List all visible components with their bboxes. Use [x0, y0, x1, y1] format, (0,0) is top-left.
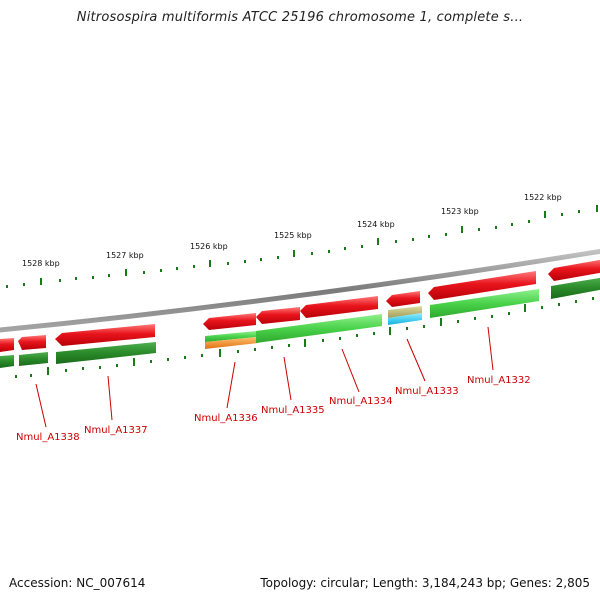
outer-ruler-major-ticks — [40, 205, 598, 285]
inner-ruler-dots — [15, 297, 594, 378]
inner-ruler — [15, 297, 594, 378]
gene-label[interactable]: Nmul_A1333 — [395, 386, 459, 397]
gene-feature[interactable] — [551, 277, 600, 299]
reverse-strand-track — [0, 277, 600, 368]
gene-label-group[interactable]: Nmul_A1336 — [194, 361, 258, 424]
gene-label-group[interactable]: Nmul_A1332 — [467, 326, 531, 386]
gene-feature[interactable] — [548, 259, 600, 281]
gene-label[interactable]: Nmul_A1338 — [16, 432, 80, 443]
leader-line — [283, 356, 292, 401]
ruler-label: 1528 kbp — [22, 259, 60, 268]
ruler-label: 1523 kbp — [441, 207, 479, 216]
outer-ruler — [6, 205, 598, 288]
gene-label-group[interactable]: Nmul_A1335 — [261, 356, 325, 416]
gene-feature[interactable] — [256, 314, 382, 343]
leader-line — [341, 348, 360, 393]
gene-feature[interactable] — [0, 355, 14, 368]
gene-feature[interactable] — [430, 289, 539, 318]
gene-label-group[interactable]: Nmul_A1334 — [329, 348, 393, 407]
gene-feature[interactable] — [428, 271, 536, 300]
forward-strand-track — [0, 259, 600, 352]
gene-feature[interactable] — [56, 342, 156, 364]
gene-label[interactable]: Nmul_A1334 — [329, 396, 393, 407]
gene-feature[interactable] — [300, 296, 378, 318]
gene-feature[interactable] — [18, 335, 46, 350]
gene-feature[interactable] — [0, 338, 14, 352]
gene-label-group[interactable]: Nmul_A1337 — [84, 375, 148, 436]
topology-text: Topology: circular; Length: 3,184,243 bp… — [260, 576, 590, 590]
gene-label[interactable]: Nmul_A1332 — [467, 375, 531, 386]
gene-label[interactable]: Nmul_A1337 — [84, 425, 148, 436]
ruler-label: 1527 kbp — [106, 251, 144, 260]
gene-labels: Nmul_A1338 Nmul_A1337 Nmul_A1336 Nmul_A1… — [16, 326, 531, 443]
gene-feature[interactable] — [203, 313, 256, 330]
gene-feature[interactable] — [388, 306, 422, 318]
gene-label[interactable]: Nmul_A1336 — [194, 413, 258, 424]
gene-label-group[interactable]: Nmul_A1338 — [16, 383, 80, 443]
ruler-label: 1525 kbp — [274, 231, 312, 240]
gene-feature[interactable] — [205, 337, 258, 349]
gene-label[interactable]: Nmul_A1335 — [261, 405, 325, 416]
outer-ruler-dots — [6, 210, 580, 288]
page-title: Nitrosospira multiformis ATCC 25196 chro… — [76, 10, 524, 25]
genome-backbone — [0, 248, 600, 333]
gene-feature[interactable] — [19, 352, 48, 366]
leader-line — [406, 338, 426, 382]
ruler-labels: 1528 kbp 1527 kbp 1526 kbp 1525 kbp 1524… — [22, 193, 562, 268]
leader-line — [226, 361, 236, 409]
ruler-label: 1526 kbp — [190, 242, 228, 251]
inner-ruler-major-ticks — [47, 304, 526, 375]
accession-text: Accession: NC_007614 — [9, 576, 146, 590]
gene-feature[interactable] — [205, 331, 256, 342]
ruler-label: 1522 kbp — [524, 193, 562, 202]
leader-line — [107, 375, 113, 421]
ruler-label: 1524 kbp — [357, 220, 395, 229]
gene-feature[interactable] — [386, 291, 420, 307]
leader-line — [35, 383, 47, 428]
gene-feature[interactable] — [55, 324, 155, 346]
gene-label-group[interactable]: Nmul_A1333 — [395, 338, 459, 397]
gene-feature[interactable] — [388, 313, 422, 325]
gene-feature[interactable] — [256, 307, 300, 324]
leader-line — [487, 326, 494, 371]
